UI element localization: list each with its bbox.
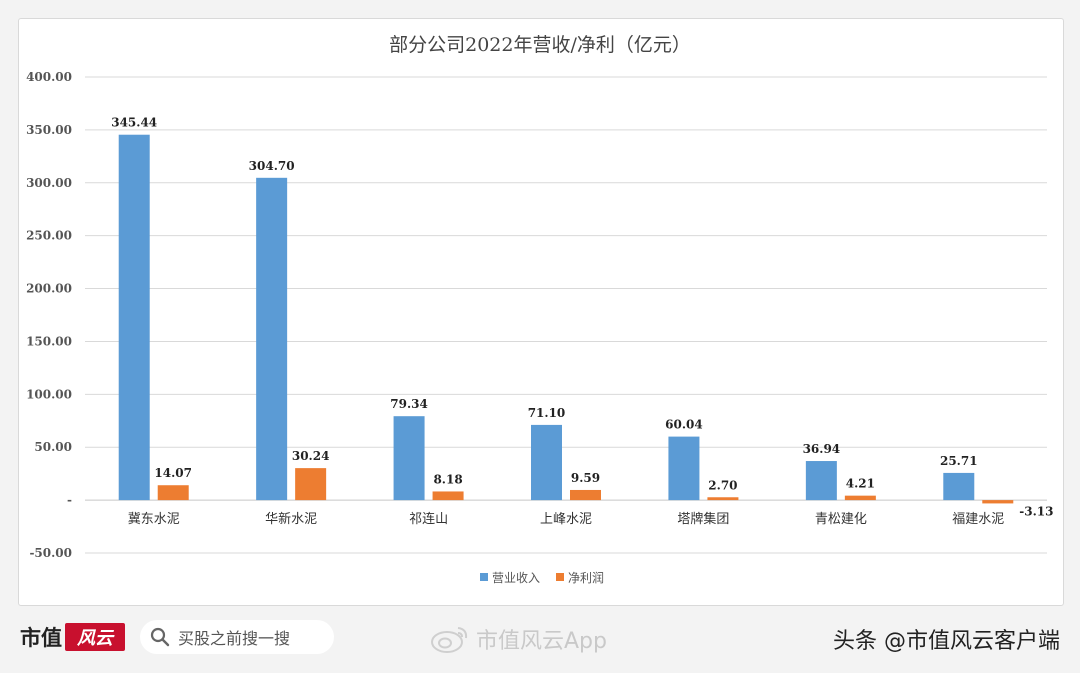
brand-name: 市值: [20, 626, 62, 650]
category-label: 祁连山: [409, 511, 448, 527]
toutiao-text: 头条 @市值风云客户端: [833, 629, 1060, 654]
footer: 市值 风云 买股之前搜一搜 市值风云App 头条 @市值风云客户端: [0, 604, 1080, 673]
bar-profit: [295, 468, 327, 501]
search-icon: [150, 627, 178, 647]
legend-swatch: [480, 573, 488, 581]
data-label: 79.34: [390, 397, 428, 411]
bar-profit: [844, 495, 876, 501]
chart-card: 部分公司2022年营收/净利（亿元） 400.00 350.00 300.00 250…: [18, 18, 1064, 606]
bar-revenue: [256, 177, 288, 501]
data-label: 60.04: [665, 418, 703, 432]
legend-swatch: [556, 573, 564, 581]
data-label: 25.71: [940, 454, 978, 468]
brand: 市值 风云: [20, 622, 125, 652]
data-label: 4.21: [846, 477, 875, 491]
legend-label: 净利润: [568, 571, 604, 585]
category-label: 福建水泥: [952, 512, 1004, 527]
bar-revenue: [118, 134, 150, 501]
category-label: 上峰水泥: [540, 512, 592, 527]
brand-logo: 风云: [65, 623, 125, 651]
data-label: 14.07: [154, 466, 192, 480]
category-label: 塔牌集团: [677, 511, 729, 527]
y-tick-label: -: [67, 493, 72, 507]
y-tick-label: 200.00: [26, 282, 72, 296]
y-tick-label: 350.00: [26, 123, 72, 137]
y-tick-label: 400.00: [26, 70, 72, 84]
bar-revenue: [805, 461, 837, 501]
legend-label: 营业收入: [492, 571, 540, 585]
y-tick-label: 100.00: [26, 387, 72, 401]
category-labels: 冀东水泥 华新水泥 祁连山 上峰水泥 塔牌集团 青松建化 福建水泥: [128, 511, 1005, 527]
data-label: 8.18: [433, 472, 462, 486]
y-axis-ticks: 400.00 350.00 300.00 250.00 200.00 150.00 100.…: [26, 70, 72, 560]
y-tick-label: 50.00: [34, 440, 72, 454]
data-label: -3.13: [1019, 504, 1053, 518]
bar-profit: [432, 491, 464, 501]
bar-profit: [707, 497, 739, 501]
bar-profit: [570, 489, 601, 501]
category-label: 冀东水泥: [128, 511, 180, 527]
data-label: 345.44: [111, 116, 157, 130]
y-tick-label: 250.00: [26, 229, 72, 243]
bar-revenue: [668, 436, 700, 501]
search-pill[interactable]: 买股之前搜一搜: [140, 620, 334, 654]
y-tick-label: 150.00: [26, 334, 72, 348]
weibo-icon: [431, 627, 468, 653]
search-text: 买股之前搜一搜: [178, 629, 291, 648]
weibo-watermark: 市值风云App: [430, 624, 607, 654]
category-label: 青松建化: [815, 512, 867, 527]
weibo-text: 市值风云App: [476, 629, 607, 654]
bar-profit: [157, 485, 189, 501]
y-tick-label: 300.00: [26, 176, 72, 190]
bar-revenue: [393, 416, 425, 501]
bars: 345.44 14.07 304.70 30.24 79.34 8.18 71.10 9.59…: [111, 116, 1053, 519]
bar-revenue: [531, 424, 562, 501]
data-label: 30.24: [292, 449, 330, 463]
data-label: 9.59: [571, 471, 600, 485]
data-label: 2.70: [708, 478, 737, 492]
bar-chart: 部分公司2022年营收/净利（亿元） 400.00 350.00 300.00 250…: [26, 34, 1053, 585]
chart-title: 部分公司2022年营收/净利（亿元）: [389, 34, 691, 56]
bar-profit: [982, 500, 1014, 504]
data-label: 304.70: [249, 159, 295, 173]
toutiao-watermark: 头条 @市值风云客户端: [833, 624, 1060, 654]
y-tick-label: -50.00: [29, 546, 72, 560]
bar-revenue: [943, 472, 975, 501]
data-label: 71.10: [528, 406, 566, 420]
legend: 营业收入 净利润: [480, 571, 604, 585]
grid-layer: [85, 76, 1047, 554]
category-label: 华新水泥: [265, 511, 317, 527]
data-label: 36.94: [803, 442, 841, 456]
